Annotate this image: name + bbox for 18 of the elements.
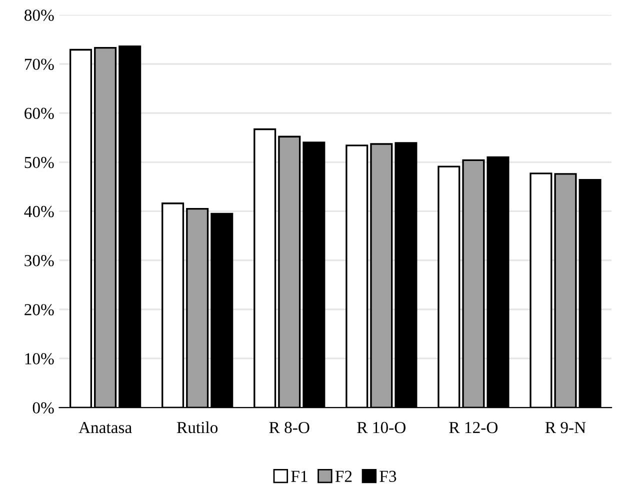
y-tick-label: 80% (24, 10, 54, 21)
y-tick-label: 0% (32, 402, 54, 414)
y-tick-label: 30% (24, 255, 54, 266)
x-tick-label: R 9-N (545, 422, 586, 434)
x-tick-label: Rutilo (176, 421, 218, 434)
legend-label: F3 (380, 470, 396, 482)
legend-label: F2 (335, 470, 352, 482)
x-tick-label: R 8-O (269, 422, 310, 434)
y-tick-label: 40% (24, 206, 54, 218)
x-tick-label: R 12-O (449, 422, 498, 434)
y-tick-label: 60% (24, 108, 54, 120)
y-tick-label: 10% (25, 353, 54, 364)
x-tick-label: Anatasa (78, 422, 132, 434)
y-tick-label: 50% (24, 156, 54, 168)
y-tick-label: 20% (24, 304, 54, 316)
x-tick-label: R 10-O (357, 422, 406, 434)
legend-label: F1 (291, 470, 308, 482)
y-tick-label: 70% (24, 58, 54, 70)
